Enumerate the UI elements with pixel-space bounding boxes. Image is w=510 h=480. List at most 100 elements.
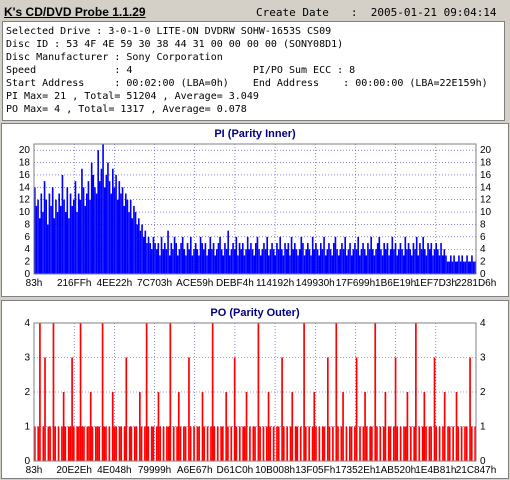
- po-bar: [303, 323, 305, 461]
- pi-bar: [458, 255, 460, 274]
- pi-bar: [162, 249, 164, 274]
- po-bar: [371, 426, 373, 461]
- pi-bar: [261, 249, 264, 274]
- pi-bar: [73, 199, 75, 274]
- pi-bar: [177, 255, 179, 274]
- pi-bar: [285, 249, 288, 274]
- po-bar: [313, 392, 316, 461]
- po-bar: [47, 426, 50, 461]
- pi-bar: [372, 249, 374, 274]
- pi-ytick-right: 6: [480, 232, 486, 243]
- po-bar: [474, 426, 476, 461]
- po-bar: [230, 426, 233, 461]
- po-bar: [359, 426, 361, 461]
- pi-bar: [152, 236, 155, 274]
- po-bar: [442, 426, 444, 461]
- pi-bar: [425, 255, 428, 274]
- po-bar: [91, 426, 94, 461]
- po-bar: [188, 357, 190, 461]
- pi-bar: [263, 243, 265, 274]
- pi-bar: [206, 255, 208, 274]
- pi-bar: [454, 261, 457, 274]
- pi-bar: [289, 255, 291, 274]
- po-bar: [213, 426, 216, 461]
- pi-bar: [453, 255, 455, 274]
- pi-bar: [37, 199, 39, 274]
- pi-ytick-left: 2: [24, 257, 30, 268]
- pi-ytick-right: 12: [480, 195, 492, 206]
- pi-bar: [181, 236, 184, 274]
- pi-bar: [103, 187, 106, 274]
- pi-bar: [292, 249, 294, 274]
- pi-bar: [112, 168, 114, 274]
- pi-ytick-left: 4: [24, 244, 30, 255]
- po-bar: [34, 426, 36, 461]
- po-xtick-label: 21C847h: [456, 465, 497, 476]
- pi-ytick-right: 2: [480, 257, 486, 268]
- pi-bar: [264, 249, 267, 274]
- pi-bar: [55, 199, 57, 274]
- pi-bar: [428, 249, 431, 274]
- po-ytick-left: 2: [24, 387, 30, 398]
- po-bar: [44, 357, 46, 461]
- pi-bar: [222, 255, 225, 274]
- pi-xtick-label: ACE59h: [176, 278, 213, 289]
- po-bar: [362, 426, 365, 461]
- disc-info-panel: Selected Drive : 3-0-1-0 LITE-ON DVDRW S…: [2, 21, 505, 121]
- po-bar: [37, 426, 40, 461]
- pi-bar: [448, 261, 450, 274]
- po-bar: [176, 426, 178, 461]
- pi-bar: [269, 249, 272, 274]
- pi-bar: [42, 212, 44, 274]
- po-bar: [254, 426, 256, 461]
- pi-bar: [401, 249, 403, 274]
- pi-bar: [359, 255, 361, 274]
- pi-ytick-right: 10: [480, 207, 492, 218]
- pi-bar: [196, 249, 199, 274]
- pi-bar: [399, 243, 402, 274]
- pi-bar: [253, 255, 255, 274]
- pi-bar: [53, 218, 56, 274]
- pi-bar: [90, 162, 93, 274]
- po-bar: [464, 426, 466, 461]
- pi-bar: [463, 261, 465, 274]
- po-bar: [350, 426, 353, 461]
- info-line-drive: Selected Drive : 3-0-1-0 LITE-ON DVDRW S…: [6, 26, 332, 37]
- po-bar: [64, 426, 67, 461]
- po-bar: [123, 426, 126, 461]
- po-bar: [423, 392, 426, 461]
- pi-bar: [417, 255, 420, 274]
- pi-ytick-left: 0: [24, 269, 30, 280]
- po-bar: [399, 426, 402, 461]
- pi-bar: [230, 249, 233, 274]
- pi-bar: [396, 255, 398, 274]
- po-bar: [286, 426, 289, 461]
- pi-bar: [398, 249, 400, 274]
- pi-bar: [362, 243, 364, 274]
- po-bar: [425, 426, 427, 461]
- po-bar: [101, 323, 104, 461]
- pi-bar: [318, 255, 320, 274]
- po-bar: [332, 426, 334, 461]
- po-bar: [69, 426, 72, 461]
- pi-bar: [367, 243, 369, 274]
- pi-bar: [272, 249, 275, 274]
- pi-bar: [474, 261, 476, 274]
- pi-bar: [95, 193, 98, 274]
- po-bar: [221, 426, 224, 461]
- po-bar: [159, 426, 162, 461]
- po-bar: [144, 426, 146, 461]
- po-bar: [105, 426, 107, 461]
- pi-ytick-right: 14: [480, 182, 492, 193]
- po-bar: [203, 426, 206, 461]
- po-bar: [267, 392, 270, 461]
- pi-bar: [336, 249, 338, 274]
- pi-bar: [248, 249, 251, 274]
- po-bar: [128, 426, 131, 461]
- pi-bar: [183, 249, 186, 274]
- pi-bar: [427, 243, 429, 274]
- po-xtick-label: 20E2Eh: [56, 465, 92, 476]
- pi-bar: [199, 236, 202, 274]
- po-bar: [418, 426, 421, 461]
- pi-bar: [110, 193, 112, 274]
